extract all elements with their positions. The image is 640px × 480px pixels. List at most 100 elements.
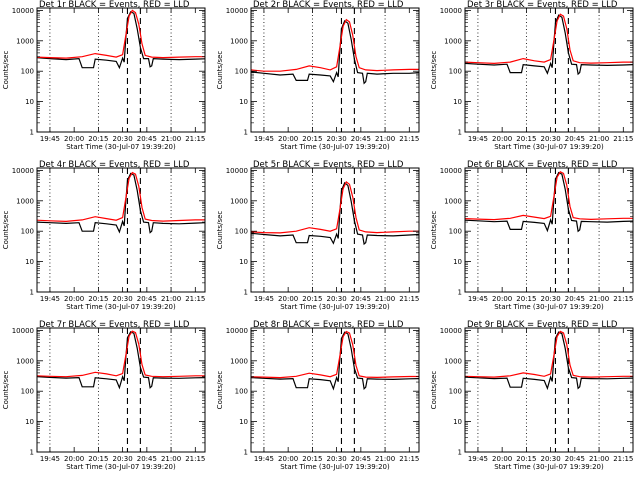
x-tick-label: 21:15 [399,295,419,303]
x-tick-label: 21:15 [613,135,633,143]
y-tick-label: 1 [244,289,248,297]
y-tick-label: 10 [453,258,462,266]
x-tick-label: 20:45 [565,455,585,463]
x-tick-label: 20:45 [137,455,157,463]
x-axis-title: Start Time (30-Jul-07 19:39:20) [66,303,176,311]
panel-title: Det 8r BLACK = Events, RED = LLD [253,320,404,330]
y-tick-label: 100 [21,388,34,396]
x-tick-label: 20:30 [327,455,347,463]
x-tick-label: 20:45 [351,295,371,303]
x-tick-label: 19:45 [254,135,274,143]
x-tick-label: 20:00 [492,455,512,463]
panel-title: Det 7r BLACK = Events, RED = LLD [39,320,190,330]
x-tick-label: 21:00 [375,135,395,143]
x-tick-label: 20:00 [64,455,84,463]
x-tick-label: 21:15 [185,295,205,303]
y-tick-label: 1 [244,129,248,137]
events-series-line [465,14,633,76]
x-tick-label: 19:45 [40,455,60,463]
lld-series-line [37,171,205,223]
x-tick-label: 21:00 [161,295,181,303]
y-tick-label: 100 [449,388,462,396]
y-tick-label: 100 [449,228,462,236]
x-tick-label: 19:45 [468,455,488,463]
x-tick-label: 20:30 [327,135,347,143]
x-tick-label: 20:45 [565,135,585,143]
x-tick-label: 20:15 [302,455,322,463]
y-tick-label: 10000 [12,167,34,175]
detector-panel-6: Det 6r BLACK = Events, RED = LLD 1 10 100 10… [430,160,634,311]
y-axis-title: Counts/sec [2,211,10,250]
y-tick-label: 10000 [440,167,462,175]
y-tick-label: 1000 [16,357,34,365]
x-tick-label: 20:45 [137,135,157,143]
x-tick-label: 19:45 [254,295,274,303]
x-tick-label: 21:15 [399,455,419,463]
lld-series-line [37,9,205,59]
x-tick-label: 20:30 [541,135,561,143]
panel-title: Det 3r BLACK = Events, RED = LLD [467,0,618,10]
x-axis-title: Start Time (30-Jul-07 19:39:20) [494,143,604,151]
x-axis-title: Start Time (30-Jul-07 19:39:20) [280,303,390,311]
y-tick-label: 100 [235,388,248,396]
x-tick-label: 20:15 [516,455,536,463]
y-tick-label: 1 [30,449,34,457]
y-tick-label: 10 [25,98,34,106]
y-axis-title: Counts/sec [430,371,438,410]
y-tick-label: 10 [25,258,34,266]
x-tick-label: 20:00 [64,135,84,143]
detector-panel-4: Det 4r BLACK = Events, RED = LLD 1 10 100 10… [2,160,206,311]
x-tick-label: 21:15 [185,135,205,143]
lld-series-line [251,180,419,234]
x-tick-label: 20:15 [88,135,108,143]
x-tick-label: 20:15 [302,295,322,303]
y-tick-label: 100 [235,228,248,236]
y-axis-title: Counts/sec [216,211,224,250]
lld-series-line [465,13,633,65]
x-tick-label: 19:45 [40,135,60,143]
events-series-line [37,172,205,234]
plot-frame [464,167,634,293]
x-tick-label: 20:15 [88,295,108,303]
x-tick-label: 21:00 [375,455,395,463]
x-tick-label: 20:45 [351,455,371,463]
lld-series-line [251,330,419,379]
x-tick-label: 19:45 [468,135,488,143]
events-series-line [465,171,633,233]
y-tick-label: 10 [239,98,248,106]
y-tick-label: 1 [244,449,248,457]
plot-frame [36,327,206,453]
x-tick-label: 20:00 [278,455,298,463]
y-tick-label: 10000 [440,7,462,15]
x-tick-label: 21:00 [375,295,395,303]
y-axis-title: Counts/sec [2,371,10,410]
y-tick-label: 1000 [444,197,462,205]
panel-title: Det 1r BLACK = Events, RED = LLD [39,0,190,10]
plot-frame [36,167,206,293]
y-tick-label: 1 [458,449,462,457]
x-tick-label: 20:00 [492,135,512,143]
x-tick-label: 20:15 [516,295,536,303]
plot-frame [36,7,206,133]
x-axis-title: Start Time (30-Jul-07 19:39:20) [66,143,176,151]
plot-frame [464,327,634,453]
y-tick-label: 10000 [440,327,462,335]
x-tick-label: 21:00 [589,135,609,143]
y-tick-label: 1000 [444,357,462,365]
y-tick-label: 1000 [444,37,462,45]
x-tick-label: 20:30 [113,295,133,303]
x-axis-title: Start Time (30-Jul-07 19:39:20) [66,463,176,471]
x-tick-label: 20:00 [64,295,84,303]
x-tick-label: 20:00 [492,295,512,303]
panel-title: Det 2r BLACK = Events, RED = LLD [253,0,404,10]
y-tick-label: 100 [235,68,248,76]
y-axis-title: Counts/sec [216,371,224,410]
plot-frame [250,7,420,133]
plot-frame [250,327,420,453]
x-tick-label: 19:45 [254,455,274,463]
panel-title: Det 5r BLACK = Events, RED = LLD [253,160,404,170]
y-tick-label: 1000 [230,197,248,205]
detector-panel-5: Det 5r BLACK = Events, RED = LLD 1 10 100 10… [216,160,420,311]
detector-panel-1: Det 1r BLACK = Events, RED = LLD 1 10 100 10… [2,0,206,151]
